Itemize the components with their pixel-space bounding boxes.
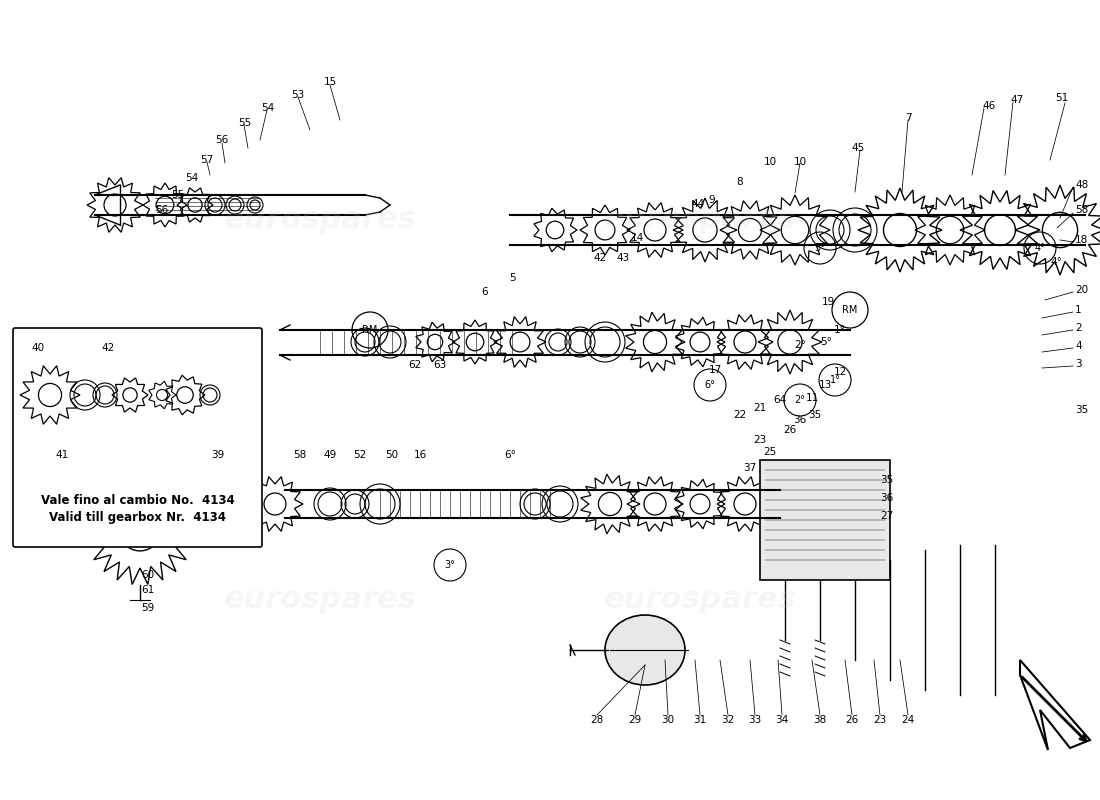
Text: 43: 43 — [616, 253, 629, 263]
Text: 28: 28 — [591, 715, 604, 725]
Text: 15: 15 — [323, 77, 337, 87]
Text: 8: 8 — [737, 177, 744, 187]
Text: 9: 9 — [708, 195, 715, 205]
Text: 5°: 5° — [814, 243, 825, 253]
Text: 34: 34 — [776, 715, 789, 725]
Text: 44: 44 — [692, 199, 705, 209]
Text: 63: 63 — [433, 360, 447, 370]
Text: 39: 39 — [211, 450, 224, 460]
Text: 35: 35 — [1075, 405, 1088, 415]
Text: 4: 4 — [1075, 341, 1081, 351]
Text: 12: 12 — [834, 367, 847, 377]
Text: 32: 32 — [722, 715, 735, 725]
Text: 58: 58 — [294, 450, 307, 460]
Text: 13: 13 — [818, 380, 832, 390]
Text: eurospares: eurospares — [223, 206, 417, 234]
Text: 36: 36 — [880, 493, 893, 503]
Text: 47: 47 — [1010, 95, 1023, 105]
Text: 41: 41 — [55, 450, 68, 460]
Text: 26: 26 — [846, 715, 859, 725]
Text: RM: RM — [843, 305, 858, 315]
Text: 5: 5 — [508, 273, 515, 283]
Text: 60: 60 — [142, 570, 155, 580]
Polygon shape — [1020, 660, 1090, 750]
Text: 42: 42 — [593, 253, 606, 263]
Bar — [760, 460, 890, 580]
Text: 57: 57 — [200, 155, 213, 165]
Text: 6°: 6° — [504, 450, 516, 460]
Text: 62: 62 — [408, 360, 421, 370]
Text: Vale fino al cambio No.  4134: Vale fino al cambio No. 4134 — [41, 494, 234, 506]
Text: 54: 54 — [262, 103, 275, 113]
Text: 46: 46 — [982, 101, 996, 111]
Text: 2: 2 — [1075, 323, 1081, 333]
Text: 26: 26 — [783, 425, 796, 435]
Text: RM: RM — [362, 325, 377, 335]
Text: 4°: 4° — [1050, 257, 1062, 267]
Text: 16: 16 — [414, 450, 427, 460]
Text: 23: 23 — [873, 715, 887, 725]
Text: 19: 19 — [822, 297, 835, 307]
Text: 38: 38 — [813, 715, 826, 725]
Text: 21: 21 — [754, 403, 767, 413]
Text: 35: 35 — [880, 475, 893, 485]
Text: 3: 3 — [1075, 359, 1081, 369]
Text: 31: 31 — [693, 715, 706, 725]
Text: eurospares: eurospares — [604, 586, 796, 614]
Text: 61: 61 — [142, 585, 155, 595]
Text: 30: 30 — [661, 715, 674, 725]
Text: 56: 56 — [216, 135, 229, 145]
Text: 33: 33 — [748, 715, 761, 725]
Text: 50: 50 — [385, 450, 398, 460]
Text: 14: 14 — [630, 233, 644, 243]
Text: 49: 49 — [323, 450, 337, 460]
Text: 53: 53 — [292, 90, 305, 100]
Text: 52: 52 — [353, 450, 366, 460]
Text: 54: 54 — [186, 173, 199, 183]
Text: 24: 24 — [901, 715, 914, 725]
Text: 20: 20 — [1075, 285, 1088, 295]
Text: 2°: 2° — [794, 395, 805, 405]
Text: Valid till gearbox Nr.  4134: Valid till gearbox Nr. 4134 — [50, 510, 225, 523]
Text: 55: 55 — [172, 190, 185, 200]
Text: 6: 6 — [482, 287, 488, 297]
Text: 45: 45 — [851, 143, 865, 153]
Text: 48: 48 — [1075, 180, 1088, 190]
Text: 64: 64 — [773, 395, 786, 405]
Text: 18: 18 — [1075, 235, 1088, 245]
Text: 40: 40 — [32, 343, 45, 353]
Text: 56: 56 — [155, 205, 168, 215]
Text: 10: 10 — [793, 157, 806, 167]
Text: 17: 17 — [708, 365, 722, 375]
Text: 10: 10 — [763, 157, 777, 167]
Text: 58: 58 — [1075, 205, 1088, 215]
Text: 7: 7 — [904, 113, 911, 123]
Text: 1°: 1° — [834, 325, 846, 335]
Ellipse shape — [605, 615, 685, 685]
Text: 6°: 6° — [705, 380, 715, 390]
Text: 23: 23 — [754, 435, 767, 445]
Text: 35: 35 — [808, 410, 822, 420]
Text: eurospares: eurospares — [604, 206, 796, 234]
Text: 59: 59 — [142, 603, 155, 613]
Text: 5°: 5° — [821, 337, 832, 347]
Text: 55: 55 — [239, 118, 252, 128]
Text: 29: 29 — [628, 715, 641, 725]
Text: 37: 37 — [744, 463, 757, 473]
Text: 2°: 2° — [794, 340, 806, 350]
Text: 1: 1 — [1075, 305, 1081, 315]
FancyBboxPatch shape — [13, 328, 262, 547]
Text: 3°: 3° — [444, 560, 455, 570]
Text: eurospares: eurospares — [223, 586, 417, 614]
Text: 36: 36 — [793, 415, 806, 425]
Text: 11: 11 — [805, 393, 818, 403]
Text: 4°: 4° — [1035, 243, 1045, 253]
Text: 51: 51 — [1055, 93, 1068, 103]
Text: 42: 42 — [101, 343, 114, 353]
Text: 1°: 1° — [829, 375, 840, 385]
Text: 22: 22 — [734, 410, 747, 420]
Text: 27: 27 — [880, 511, 893, 521]
Text: 25: 25 — [763, 447, 777, 457]
